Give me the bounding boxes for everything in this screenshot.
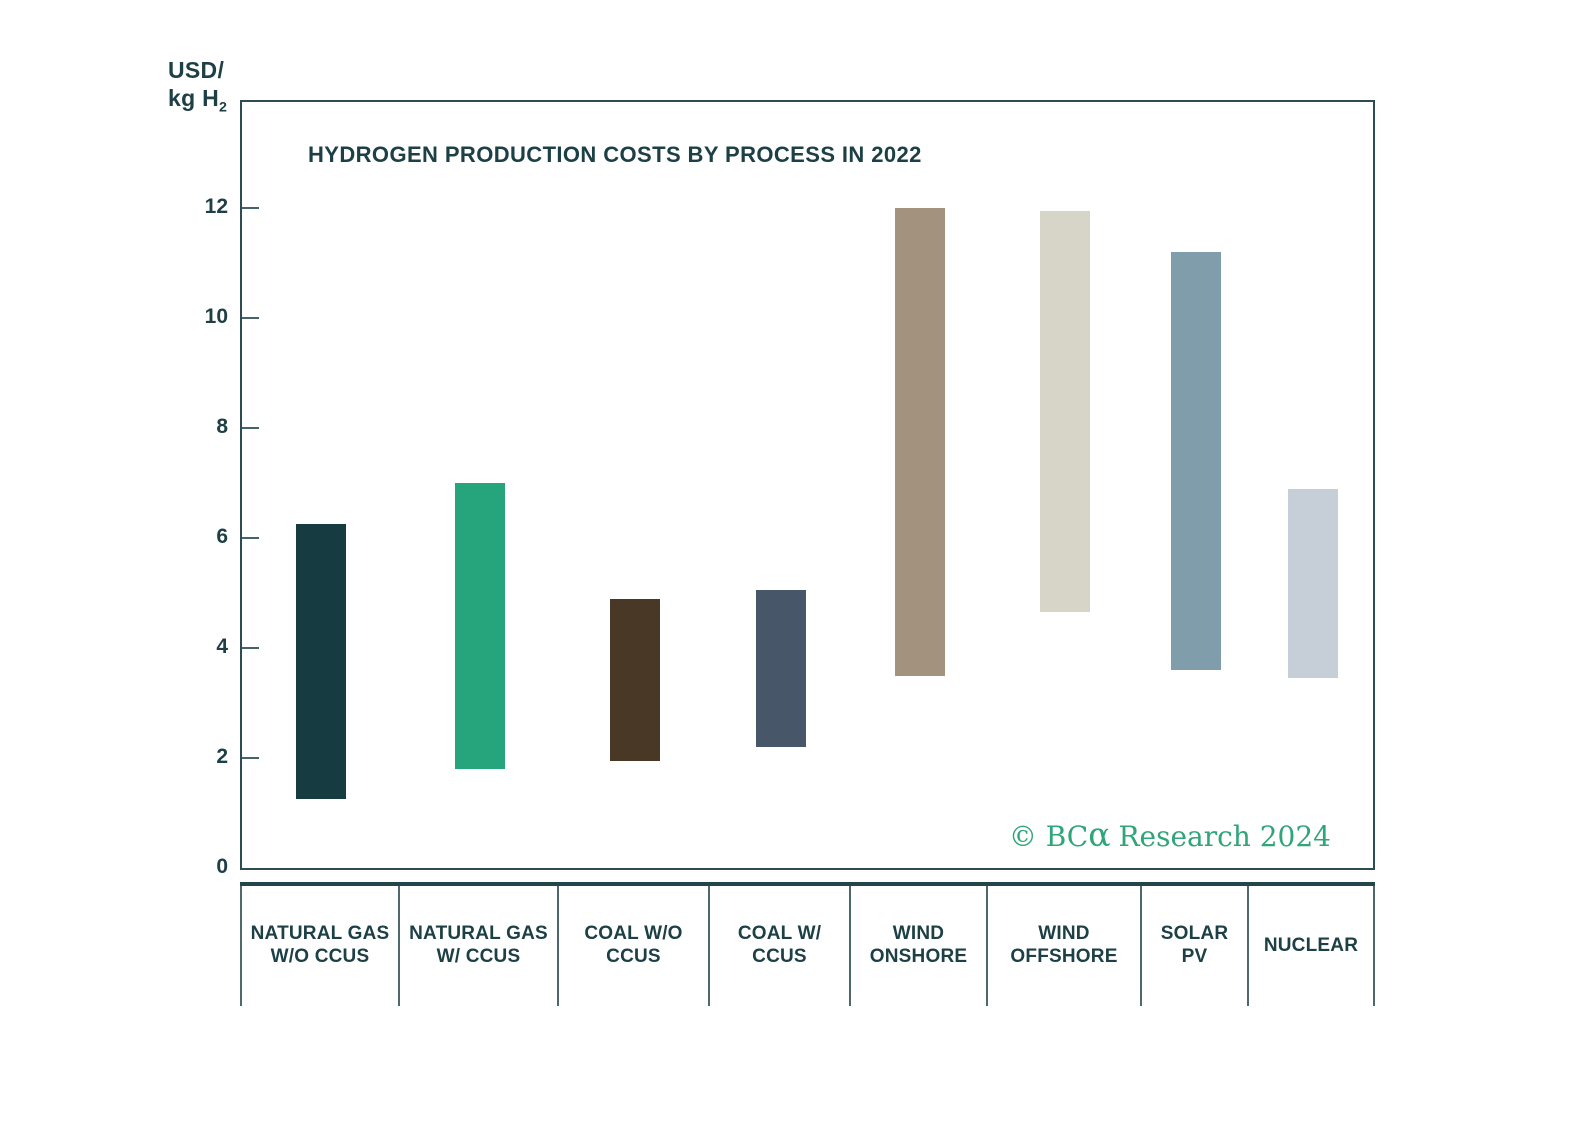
bar-natural-gas-w-ccus [455,483,505,769]
category-cell-nuclear: NUCLEAR [1247,886,1375,1006]
y-tick-mark-8 [242,427,259,429]
category-label-band: NATURAL GAS W/O CCUS NATURAL GAS W/ CCUS C… [240,882,1375,1006]
plot-area: HYDROGEN PRODUCTION COSTS BY PROCESS IN … [205,100,1375,878]
y-tick-label-10: 10 [204,305,228,328]
category-label-solar-pv: SOLAR PV [1160,923,1229,967]
category-label-coal-w-o-ccus: COAL W/O CCUS [584,923,683,967]
category-cell-natural-gas-w-o-ccus: NATURAL GAS W/O CCUS [240,886,398,1006]
y-tick-label-4: 4 [216,635,228,658]
bar-coal-w-ccus [756,590,806,747]
category-cell-wind-offshore: WIND OFFSHORE [986,886,1140,1006]
y-axis-unit-line2: kg H2 [168,85,228,116]
y-tick-label-12: 12 [204,195,228,218]
bar-wind-onshore [895,208,945,676]
y-tick-label-0: 0 [216,855,228,878]
category-cell-coal-w-o-ccus: COAL W/O CCUS [557,886,708,1006]
category-label-nuclear: NUCLEAR [1263,934,1359,956]
y-tick-mark-10 [242,317,259,319]
y-axis-unit-label: USD/ kg H2 [168,56,227,117]
y-tick-mark-6 [242,537,259,539]
bar-coal-w-o-ccus [610,598,660,761]
category-cell-wind-onshore: WIND ONSHORE [849,886,986,1006]
chart-title: HYDROGEN PRODUCTION COSTS BY PROCESS IN … [308,142,922,167]
y-tick-mark-12 [242,207,259,209]
watermark-alpha-glyph: α [1088,815,1110,854]
category-label-natural-gas-w-ccus: NATURAL GAS W/ CCUS [409,923,548,967]
watermark-suffix: Research 2024 [1109,820,1331,853]
watermark-prefix: © BC [1008,820,1089,853]
y-tick-mark-2 [242,757,259,759]
y-tick-label-8: 8 [216,415,228,438]
bar-natural-gas-w-o-ccus [296,524,346,800]
category-cell-natural-gas-w-ccus: NATURAL GAS W/ CCUS [398,886,557,1006]
category-cell-solar-pv: SOLAR PV [1140,886,1247,1006]
bar-wind-offshore [1040,210,1090,613]
category-cell-coal-w-ccus: COAL W/ CCUS [708,886,849,1006]
bar-nuclear [1288,488,1338,679]
category-label-coal-w-ccus: COAL W/ CCUS [737,923,822,967]
y-axis-unit-line1: USD/ [168,57,225,83]
bar-solar-pv [1171,252,1221,670]
category-label-natural-gas-w-o-ccus: NATURAL GAS W/O CCUS [250,923,390,967]
y-axis-unit-subscript: 2 [219,99,228,116]
y-tick-label-2: 2 [216,745,228,768]
y-tick-mark-4 [242,647,259,649]
y-tick-label-6: 6 [216,525,228,548]
category-label-wind-offshore: WIND OFFSHORE [1010,923,1118,967]
watermark: © BCα Research 2024 [1009,815,1331,854]
category-label-wind-onshore: WIND ONSHORE [869,923,968,967]
